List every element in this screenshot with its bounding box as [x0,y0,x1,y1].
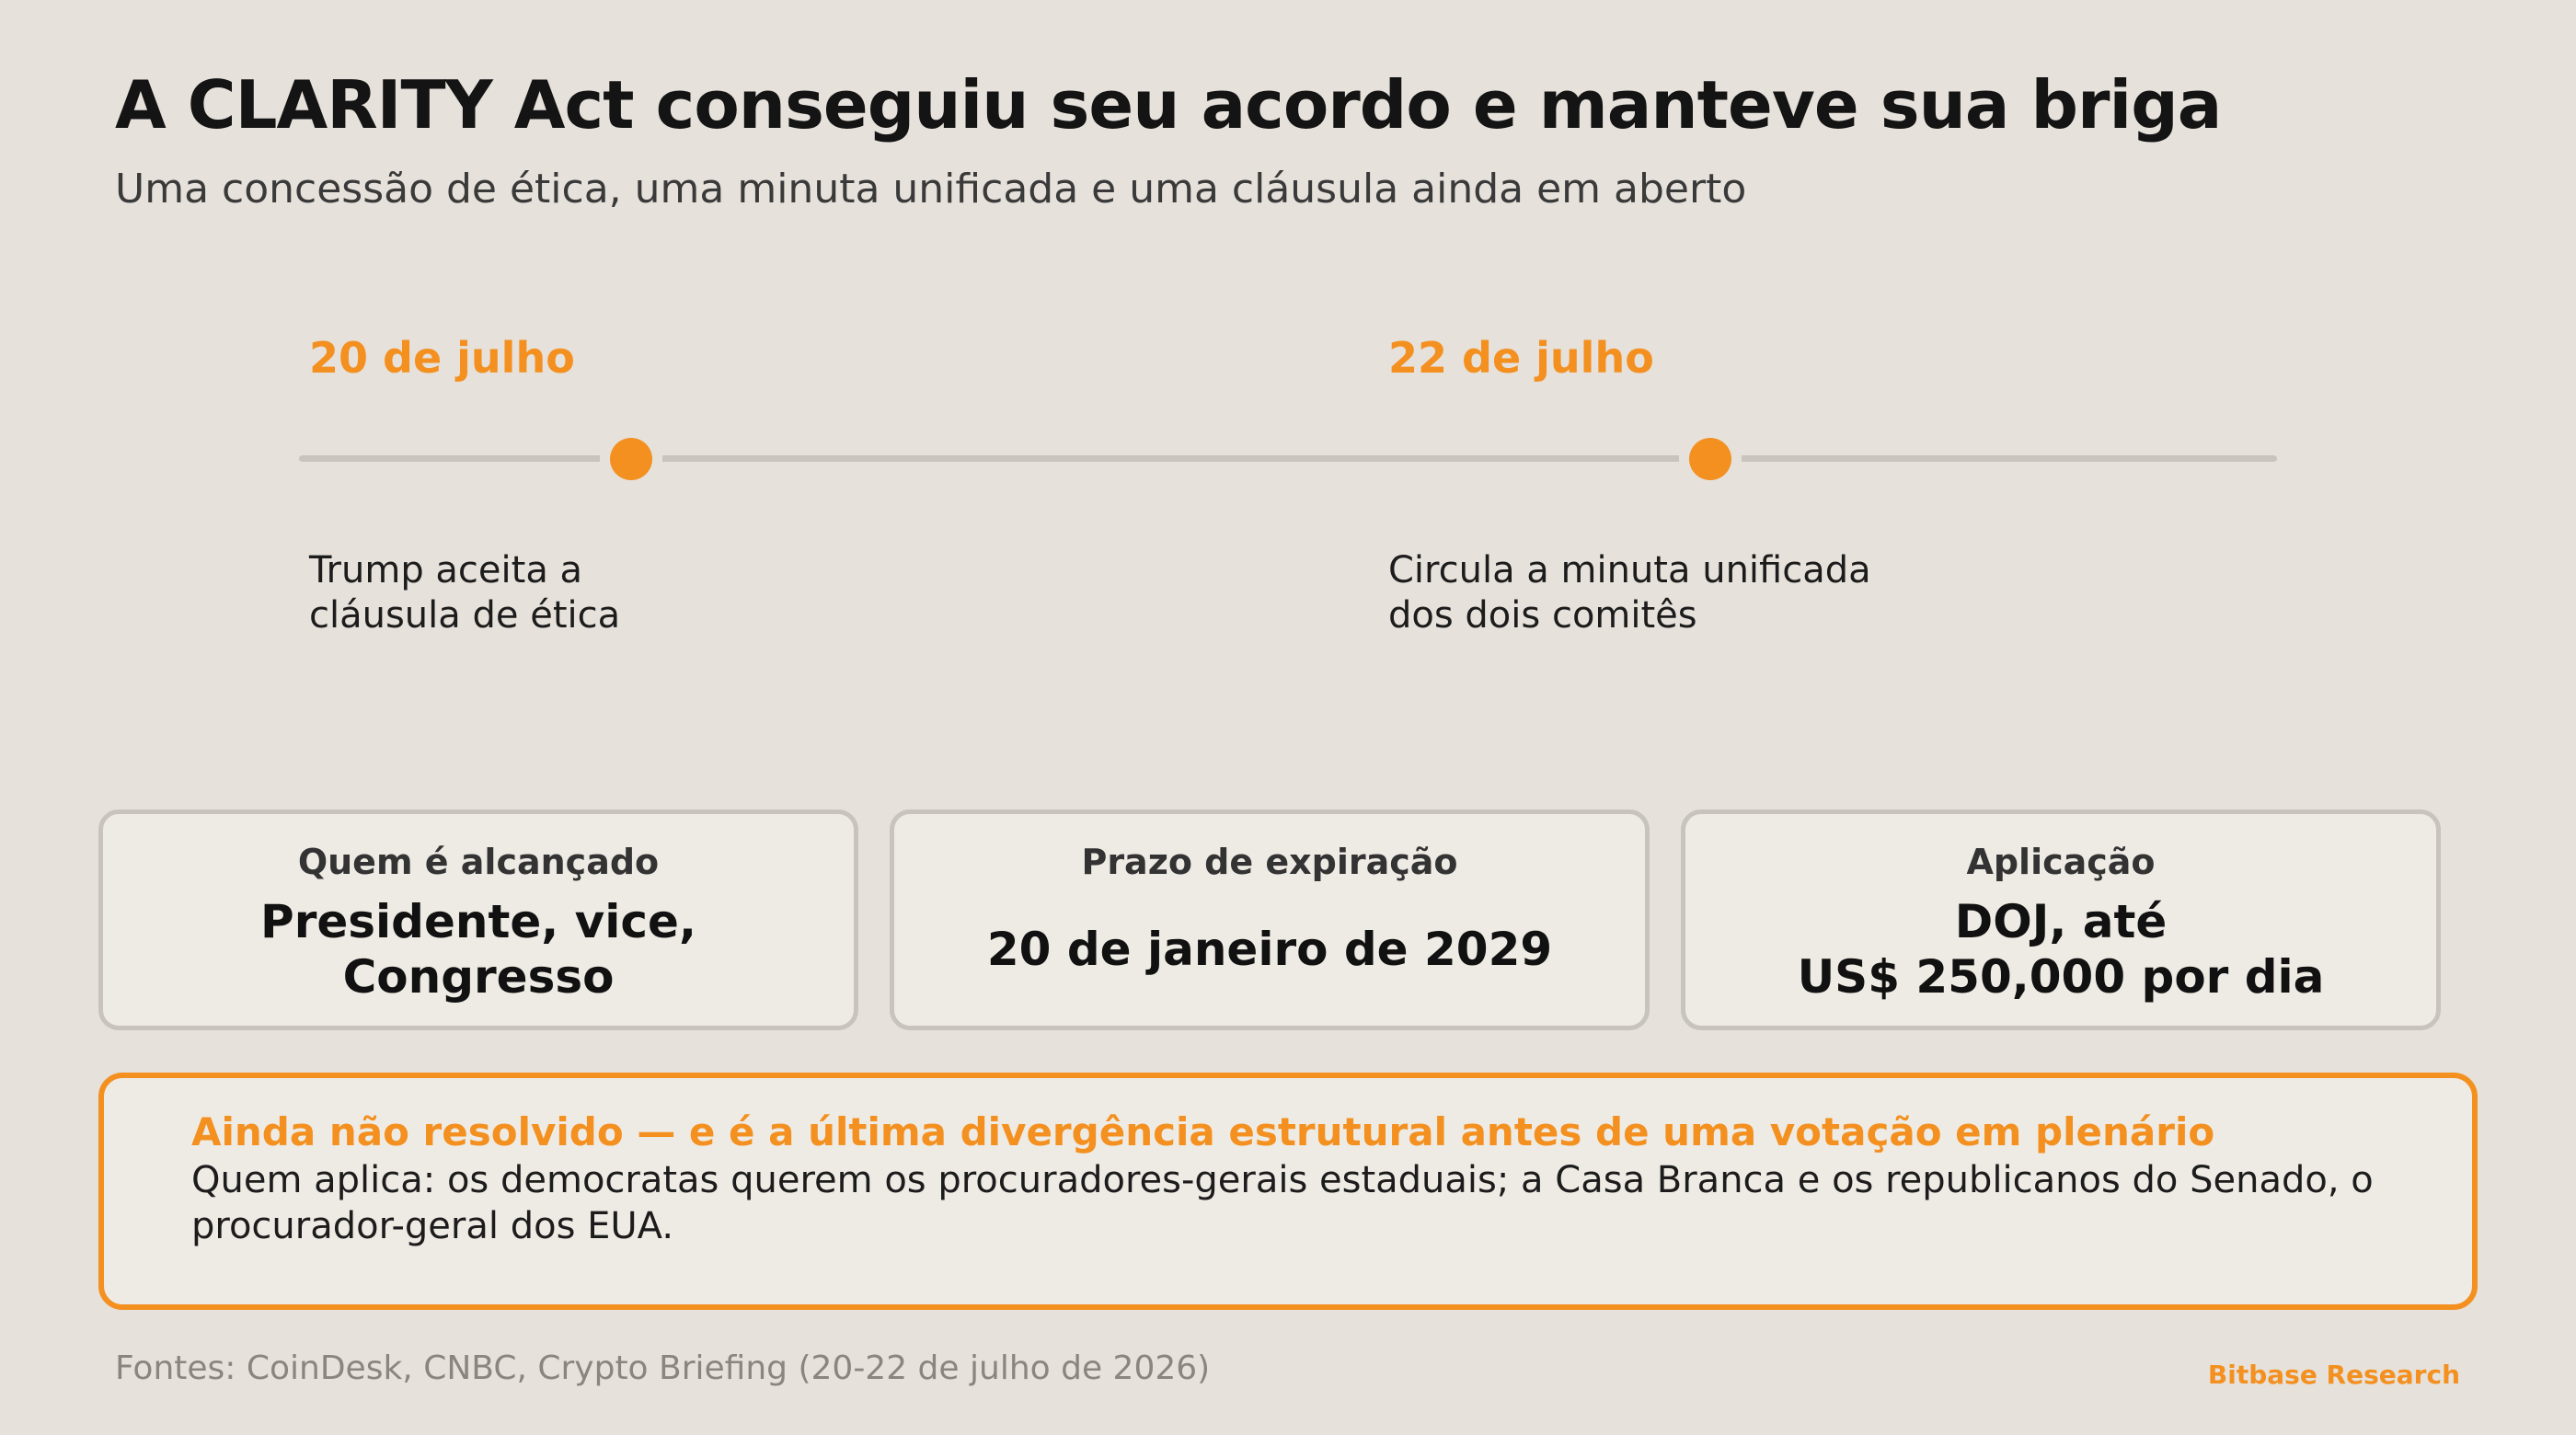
timeline-event-description: Circula a minuta unificada dos dois comi… [1388,548,2032,638]
timeline-dot-icon [600,432,662,486]
callout-unresolved: Ainda não resolvido — e é a última diver… [98,1073,2478,1310]
timeline-event-description-text: Trump aceita a cláusula de ética [309,549,621,637]
timeline-event-date: 20 de julho [309,333,575,383]
page-title: A CLARITY Act conseguiu seu acordo e man… [115,66,2222,144]
card-aplicacao: Aplicação DOJ, até US$ 250,000 por dia [1681,809,2441,1030]
timeline-event-date: 22 de julho [1388,333,1654,383]
card-value: 20 de janeiro de 2029 [986,923,1553,976]
brand-label: Bitbase Research [2207,1360,2460,1390]
timeline-event-description-text: Circula a minuta unificada dos dois comi… [1388,549,1871,637]
card-value: Presidente, vice, Congresso [260,895,696,1004]
card-value: DOJ, até US$ 250,000 por dia [1797,895,2325,1004]
card-label: Aplicação [1966,842,2156,882]
sources-note: Fontes: CoinDesk, CNBC, Crypto Briefing … [115,1349,1211,1387]
timeline-line [299,455,2277,462]
callout-body: Quem aplica: os democratas querem os pro… [191,1159,2374,1247]
callout-heading: Ainda não resolvido — e é a última diver… [191,1109,2215,1154]
timeline-dot [1689,438,1731,480]
timeline-dot-icon [1679,432,1742,486]
timeline-event-description: Trump aceita a cláusula de ética [309,548,953,638]
card-label: Prazo de expiração [1081,842,1458,882]
timeline-dot [610,438,652,480]
card-quem-e-alcancado: Quem é alcançado Presidente, vice, Congr… [98,809,858,1030]
card-label: Quem é alcançado [297,842,660,882]
card-prazo-de-expiracao: Prazo de expiração 20 de janeiro de 2029 [890,809,1650,1030]
page-subtitle: Uma concessão de ética, uma minuta unifi… [115,166,1747,212]
